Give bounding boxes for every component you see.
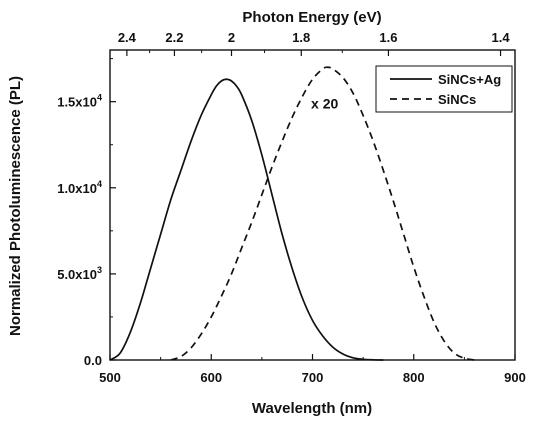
legend-box [375,65,513,113]
top-x-axis: 2.4 2.2 2 1.8 1.6 1.4 [118,30,510,56]
y-axis-title: Normalized Photoluminescence (PL) [7,76,24,336]
series-layer [109,66,475,361]
top-tick-label: 2.4 [118,30,137,45]
top-tick-label: 1.8 [292,30,310,45]
y-tick-exponent: 4 [97,179,102,189]
top-tick-label: 1.6 [379,30,397,45]
y-tick-label: 0.0 [84,353,102,368]
x-tick-label: 800 [403,370,425,385]
y-tick-label: 5.0x103 [57,265,102,282]
x-tick-label: 900 [504,370,526,385]
top-tick-label: 2.2 [165,30,183,45]
y-tick-base: 1.0x10 [57,181,97,196]
y-tick-base: 1.5x10 [57,95,97,110]
series-line-sincs [170,66,475,361]
x-tick-label: 700 [302,370,324,385]
y-tick-exponent: 4 [97,93,102,103]
bottom-x-axis: 500 600 700 800 900 [99,354,526,385]
x-tick-label: 500 [99,370,121,385]
annotation-scale-factor: x 20 [311,96,338,112]
y-tick-base: 5.0x10 [57,267,97,282]
y-tick-label: 1.0x104 [57,179,102,196]
top-x-axis-title: Photon Energy (eV) [242,9,381,26]
series-line-sincs-ag [109,78,384,361]
y-tick-exponent: 3 [97,265,102,275]
y-tick-label: 1.5x104 [57,93,102,110]
y-tick-base: 0.0 [84,353,102,368]
top-tick-label: 1.4 [491,30,510,45]
legend: SiNCs+Ag SiNCs [375,65,513,113]
legend-label-sincs-ag: SiNCs+Ag [438,72,501,87]
x-tick-label: 600 [200,370,222,385]
legend-label-sincs: SiNCs [438,92,476,107]
x-axis-title: Wavelength (nm) [252,400,372,417]
top-tick-label: 2 [228,30,235,45]
